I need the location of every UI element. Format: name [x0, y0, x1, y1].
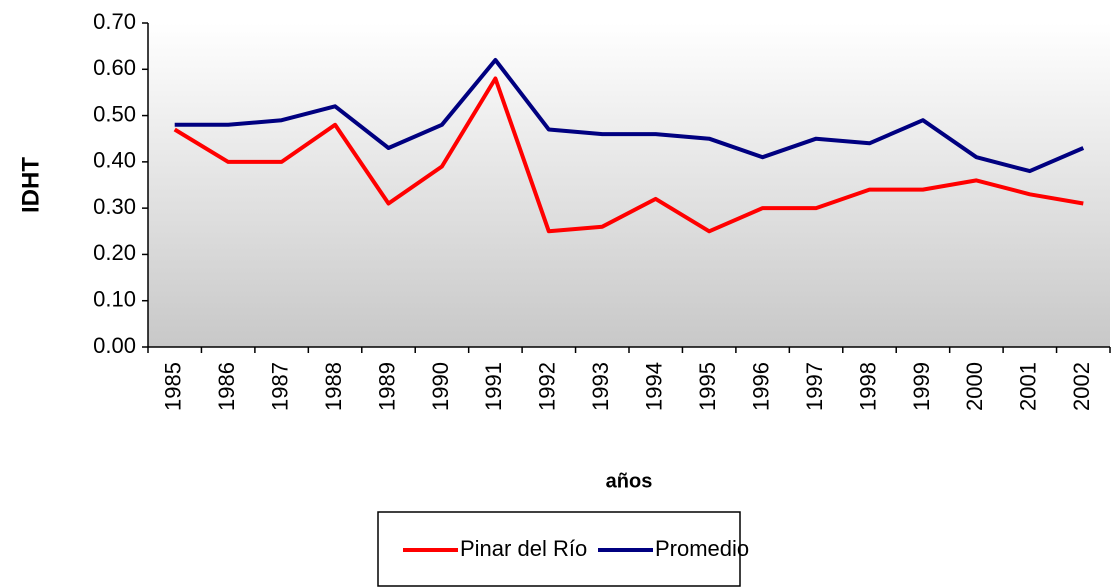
x-tick-label: 1999 [909, 362, 934, 411]
x-tick-label: 1991 [481, 362, 506, 411]
x-tick-label: 1996 [748, 362, 773, 411]
x-tick-label: 1985 [161, 362, 186, 411]
x-tick-label: 1987 [267, 362, 292, 411]
x-tick-label: 1989 [374, 362, 399, 411]
series-line [173, 76, 1084, 234]
x-tick-label: 1992 [535, 362, 560, 411]
y-tick-label: 0.20 [93, 240, 136, 265]
x-axis-label: años [606, 470, 653, 492]
x-tick-label: 1990 [428, 362, 453, 411]
x-tick-label: 1998 [855, 362, 880, 411]
x-tick-label: 1997 [802, 362, 827, 411]
x-tick-label: 2001 [1016, 362, 1041, 411]
x-tick-label: 1986 [214, 362, 239, 411]
x-tick-label: 2002 [1069, 362, 1094, 411]
x-tick-label: 1995 [695, 362, 720, 411]
y-tick-label: 0.60 [93, 55, 136, 80]
y-axis-label: IDHT [17, 157, 44, 213]
plot-area [148, 23, 1110, 347]
legend-label: Promedio [655, 536, 749, 561]
y-tick-label: 0.50 [93, 101, 136, 126]
x-tick-label: 1988 [321, 362, 346, 411]
x-tick-label: 2000 [962, 362, 987, 411]
y-tick-label: 0.00 [93, 333, 136, 358]
y-tick-label: 0.70 [93, 9, 136, 34]
x-tick-label: 1993 [588, 362, 613, 411]
y-tick-label: 0.10 [93, 287, 136, 312]
x-tick-label: 1994 [642, 362, 667, 411]
y-tick-label: 0.30 [93, 194, 136, 219]
y-tick-label: 0.40 [93, 148, 136, 173]
series-line [174, 58, 1085, 174]
legend-label: Pinar del Río [460, 536, 587, 561]
